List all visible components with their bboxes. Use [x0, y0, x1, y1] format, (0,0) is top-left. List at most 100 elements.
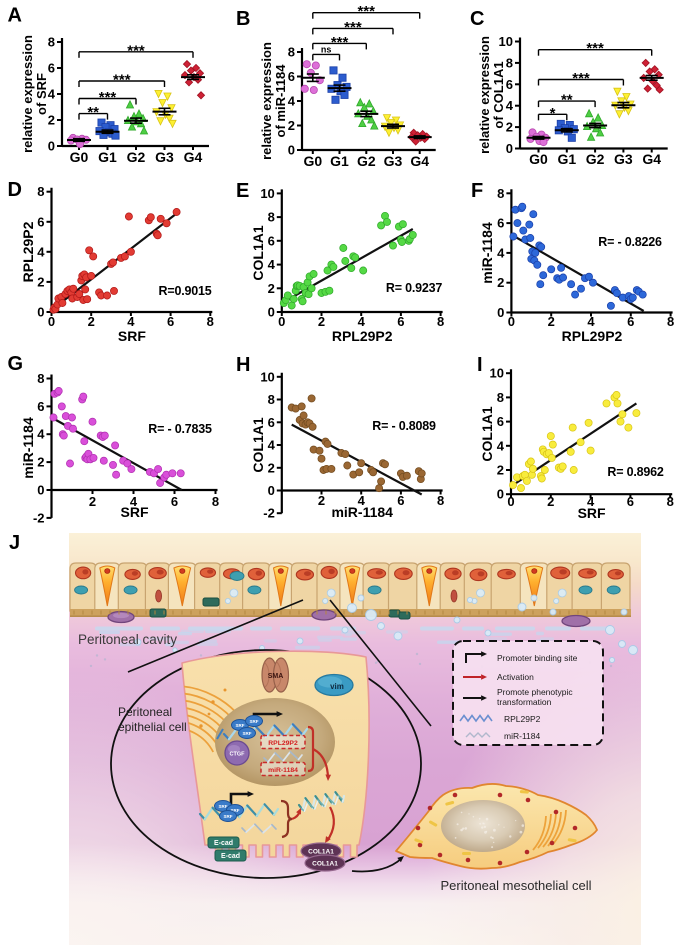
- svg-text:*: *: [550, 105, 556, 122]
- svg-text:vim: vim: [330, 682, 344, 691]
- svg-text:4: 4: [497, 438, 505, 453]
- svg-text:**: **: [561, 92, 573, 109]
- svg-text:0: 0: [507, 494, 514, 509]
- svg-text:2: 2: [497, 463, 504, 478]
- svg-text:RPL29P2: RPL29P2: [268, 740, 298, 747]
- svg-text:miR-1184: miR-1184: [331, 504, 393, 520]
- svg-text:0: 0: [37, 305, 44, 320]
- svg-text:***: ***: [344, 19, 362, 36]
- svg-text:6: 6: [288, 69, 295, 84]
- svg-text:6: 6: [397, 314, 404, 329]
- svg-text:miR-1184: miR-1184: [268, 767, 298, 774]
- svg-text:0: 0: [497, 305, 504, 320]
- svg-text:F: F: [471, 180, 483, 202]
- svg-text:R= 0.8962: R= 0.8962: [607, 465, 663, 479]
- svg-text:8: 8: [48, 35, 55, 50]
- svg-text:G: G: [8, 353, 24, 375]
- svg-text:G2: G2: [127, 149, 146, 165]
- svg-text:Activation: Activation: [497, 672, 534, 682]
- svg-text:2: 2: [547, 494, 554, 509]
- svg-text:10: 10: [260, 186, 274, 201]
- svg-text:0: 0: [37, 483, 44, 498]
- svg-text:2: 2: [89, 494, 96, 509]
- svg-text:D: D: [8, 179, 22, 201]
- svg-text:of COL1A1: of COL1A1: [491, 61, 506, 128]
- svg-text:0: 0: [48, 314, 55, 329]
- svg-text:2: 2: [318, 314, 325, 329]
- svg-text:4: 4: [130, 494, 138, 509]
- svg-text:4: 4: [268, 257, 276, 272]
- svg-text:***: ***: [357, 3, 375, 20]
- svg-text:SRF: SRF: [231, 808, 240, 813]
- svg-text:4: 4: [37, 244, 45, 259]
- svg-text:8: 8: [268, 392, 275, 407]
- svg-text:Promote phenotypic: Promote phenotypic: [497, 687, 573, 697]
- svg-text:2: 2: [288, 118, 295, 133]
- svg-text:RPL29P2: RPL29P2: [20, 221, 36, 282]
- svg-text:COL1A1: COL1A1: [250, 417, 266, 472]
- svg-text:G2: G2: [586, 151, 605, 167]
- svg-text:0: 0: [48, 139, 55, 154]
- svg-text:8: 8: [437, 314, 444, 329]
- svg-text:miR-1184: miR-1184: [504, 731, 540, 741]
- svg-text:6: 6: [627, 494, 634, 509]
- svg-text:6: 6: [497, 216, 504, 231]
- svg-text:4: 4: [587, 314, 595, 329]
- svg-text:0: 0: [508, 314, 515, 329]
- svg-text:Peritoneal mesothelial cell: Peritoneal mesothelial cell: [440, 878, 591, 893]
- svg-text:E-cad: E-cad: [221, 853, 240, 860]
- svg-text:2: 2: [88, 314, 95, 329]
- svg-text:transformation: transformation: [497, 697, 552, 707]
- svg-text:6: 6: [627, 314, 634, 329]
- svg-text:4: 4: [506, 98, 514, 113]
- svg-text:2: 2: [268, 460, 275, 475]
- svg-text:4: 4: [288, 94, 296, 109]
- svg-text:***: ***: [127, 42, 145, 59]
- svg-text:6: 6: [497, 414, 504, 429]
- svg-text:G0: G0: [70, 149, 89, 165]
- svg-text:6: 6: [167, 314, 174, 329]
- svg-text:SRF: SRF: [236, 723, 245, 728]
- svg-text:8: 8: [506, 55, 513, 70]
- svg-text:miR-1184: miR-1184: [479, 222, 495, 284]
- svg-text:B: B: [236, 8, 250, 30]
- svg-text:SRF: SRF: [219, 804, 228, 809]
- svg-text:RPL29P2: RPL29P2: [562, 328, 623, 344]
- svg-text:G1: G1: [98, 149, 117, 165]
- svg-text:4: 4: [268, 438, 276, 453]
- svg-text:COL1A1: COL1A1: [312, 861, 338, 868]
- svg-text:0: 0: [497, 487, 504, 502]
- svg-text:8: 8: [288, 45, 295, 60]
- svg-text:relative expression: relative expression: [20, 35, 35, 153]
- svg-text:0: 0: [268, 305, 275, 320]
- svg-text:Promoter binding site: Promoter binding site: [497, 653, 578, 663]
- svg-text:10: 10: [260, 369, 274, 384]
- svg-text:SMA: SMA: [268, 673, 284, 680]
- svg-text:R= - 0.8089: R= - 0.8089: [372, 419, 436, 433]
- svg-text:G4: G4: [184, 149, 203, 165]
- svg-text:SRF: SRF: [118, 328, 146, 344]
- svg-text:A: A: [8, 5, 22, 27]
- svg-text:2: 2: [548, 314, 555, 329]
- svg-text:10: 10: [499, 34, 513, 49]
- svg-text:SRF: SRF: [578, 505, 606, 521]
- svg-text:G1: G1: [557, 151, 576, 167]
- svg-text:C: C: [470, 8, 484, 30]
- svg-text:COL1A1: COL1A1: [250, 225, 266, 280]
- svg-text:G3: G3: [155, 149, 174, 165]
- svg-text:6: 6: [37, 214, 44, 229]
- svg-text:of SRF: of SRF: [34, 73, 49, 115]
- svg-text:R= - 0.8226: R= - 0.8226: [598, 235, 662, 249]
- svg-text:2: 2: [37, 455, 44, 470]
- svg-text:of miR-1184: of miR-1184: [273, 64, 288, 138]
- svg-text:CTGF: CTGF: [230, 752, 246, 758]
- svg-text:10: 10: [490, 366, 504, 381]
- svg-text:E-cad: E-cad: [214, 840, 233, 847]
- svg-text:-2: -2: [263, 506, 275, 521]
- svg-text:8: 8: [37, 371, 44, 386]
- svg-text:6: 6: [506, 77, 513, 92]
- svg-text:6: 6: [171, 494, 178, 509]
- svg-text:8: 8: [497, 186, 504, 201]
- svg-text:R= 0.9237: R= 0.9237: [386, 281, 442, 295]
- svg-text:SRF: SRF: [243, 731, 252, 736]
